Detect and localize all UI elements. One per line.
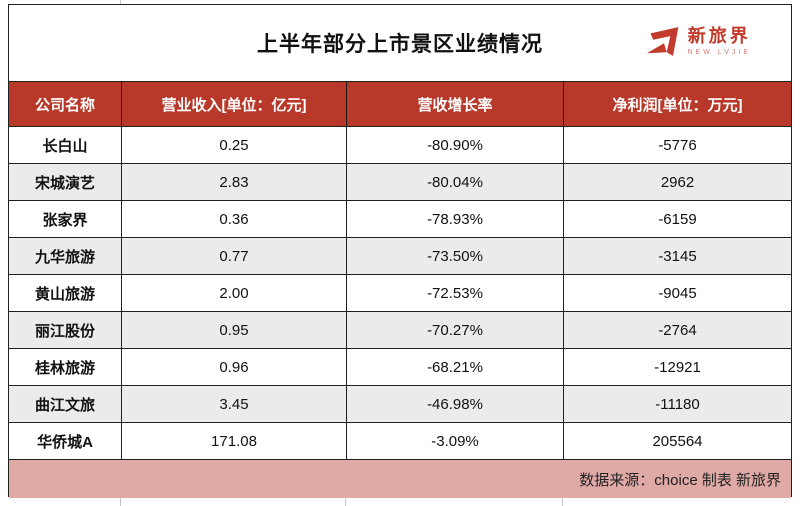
value-cell: -3.09% <box>346 423 563 459</box>
value-cell: -3145 <box>563 238 791 274</box>
table-header-row: 公司名称 营业收入[单位：亿元] 营收增长率 净利润[单位：万元] <box>9 81 791 126</box>
value-cell: -2764 <box>563 312 791 348</box>
table-row: 曲江文旅 3.45 -46.98% -11180 <box>9 385 791 422</box>
company-name-cell: 丽江股份 <box>34 322 95 340</box>
value-cell: 2.00 <box>121 275 346 311</box>
value-cell: -5776 <box>563 127 791 163</box>
value-cell: 205564 <box>563 423 791 459</box>
table-row: 桂林旅游 0.96 -68.21% -12921 <box>9 348 791 385</box>
value-cell: -73.50% <box>346 238 563 274</box>
table-row: 黄山旅游 2.00 -72.53% -9045 <box>9 274 791 311</box>
value-cell: -80.90% <box>346 127 563 163</box>
table-row: 九华旅游 0.77 -73.50% -3145 <box>9 237 791 274</box>
table-body: 长白山 0.25 -80.90% -5776 宋城演艺 2.83 -80.04% 2962 张家… <box>9 126 791 459</box>
value-cell: -12921 <box>563 349 791 385</box>
brand-logo-text: 新旅界 NEW LVJIE <box>688 27 751 56</box>
value-cell: -72.53% <box>346 275 563 311</box>
value-cell: -9045 <box>563 275 791 311</box>
data-source-text: 数据来源：choice 制表 新旅界 <box>579 471 781 489</box>
value-cell: -6159 <box>563 201 791 237</box>
table-panel: 上半年部分上市景区业绩情况 新旅界 NEW LVJIE 公司名称 营业收入[单位… <box>8 4 792 498</box>
value-cell: -78.93% <box>346 201 563 237</box>
value-cell: 0.96 <box>121 349 346 385</box>
page-title: 上半年部分上市景区业绩情况 <box>257 33 543 56</box>
value-cell: 2.83 <box>121 164 346 200</box>
brand-name-cn: 新旅界 <box>687 26 751 46</box>
source-band: 数据来源：choice 制表 新旅界 <box>9 459 791 498</box>
gridline-stub <box>120 0 121 4</box>
table-row: 华侨城A 171.08 -3.09% 205564 <box>9 422 791 459</box>
company-name-cell: 宋城演艺 <box>34 174 95 192</box>
brand-logo: 新旅界 NEW LVJIE <box>646 25 751 58</box>
company-name-cell: 桂林旅游 <box>34 359 95 377</box>
gridline-stub <box>345 498 346 506</box>
table-row: 丽江股份 0.95 -70.27% -2764 <box>9 311 791 348</box>
value-cell: 2962 <box>563 164 791 200</box>
value-cell: -70.27% <box>346 312 563 348</box>
value-cell: 0.36 <box>121 201 346 237</box>
value-cell: -11180 <box>563 386 791 422</box>
column-header-company: 公司名称 <box>34 96 95 114</box>
value-cell: 171.08 <box>121 423 346 459</box>
gridline-stub <box>120 498 121 506</box>
title-band: 上半年部分上市景区业绩情况 新旅界 NEW LVJIE <box>9 5 791 81</box>
table-row: 长白山 0.25 -80.90% -5776 <box>9 126 791 163</box>
column-header-profit: 净利润[单位：万元] <box>563 82 791 126</box>
table-row: 宋城演艺 2.83 -80.04% 2962 <box>9 163 791 200</box>
table-row: 张家界 0.36 -78.93% -6159 <box>9 200 791 237</box>
value-cell: -46.98% <box>346 386 563 422</box>
company-name-cell: 张家界 <box>42 211 88 229</box>
value-cell: -80.04% <box>346 164 563 200</box>
column-header-growth: 营收增长率 <box>346 82 563 126</box>
value-cell: 0.25 <box>121 127 346 163</box>
value-cell: 0.95 <box>121 312 346 348</box>
company-name-cell: 长白山 <box>42 137 88 155</box>
company-name-cell: 九华旅游 <box>34 248 95 266</box>
company-name-cell: 黄山旅游 <box>34 285 95 303</box>
value-cell: 3.45 <box>121 386 346 422</box>
value-cell: 0.77 <box>121 238 346 274</box>
arrow-logo-icon <box>646 27 678 56</box>
company-name-cell: 华侨城A <box>37 433 93 451</box>
value-cell: -68.21% <box>346 349 563 385</box>
gridline-stub <box>562 498 563 506</box>
brand-name-en: NEW LVJIE <box>687 49 751 56</box>
column-header-revenue: 营业收入[单位：亿元] <box>121 82 346 126</box>
company-name-cell: 曲江文旅 <box>34 396 95 414</box>
